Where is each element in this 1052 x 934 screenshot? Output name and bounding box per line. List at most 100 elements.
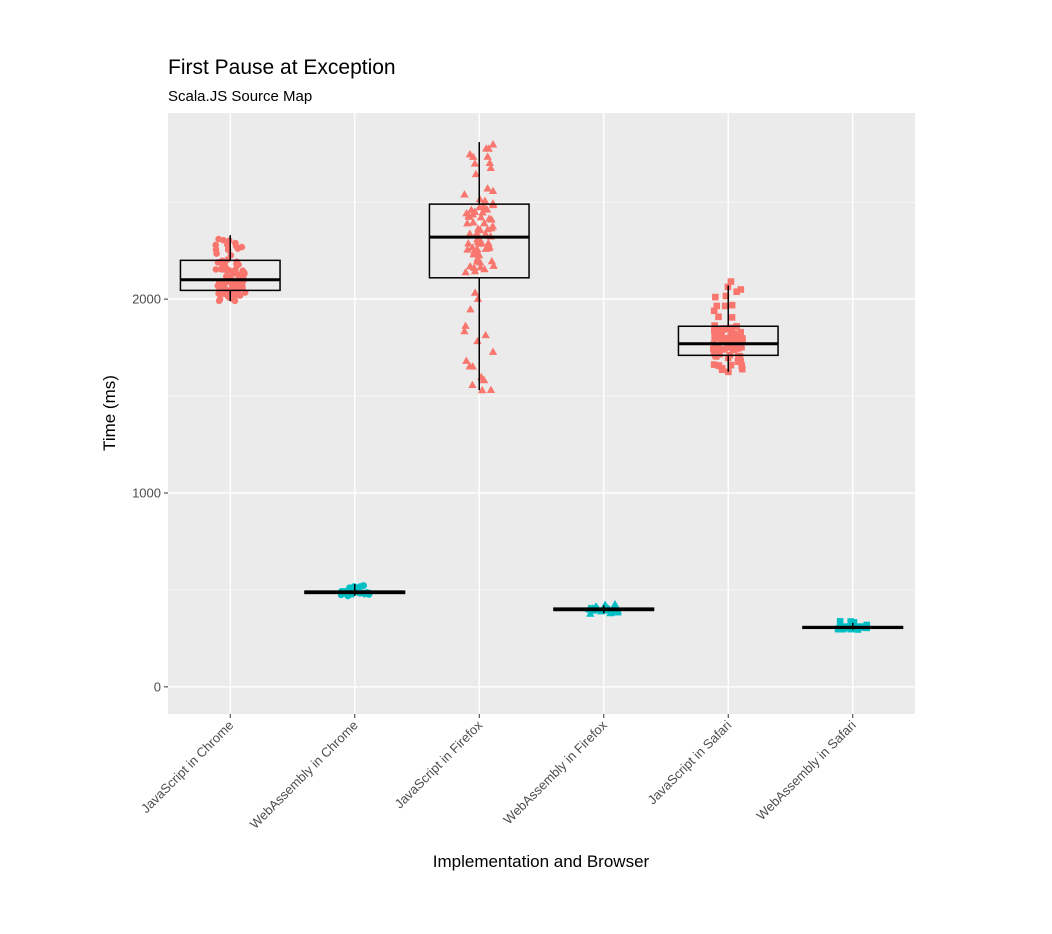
data-point (460, 190, 469, 198)
y-axis: 0 1000 2000 (132, 292, 168, 694)
data-point (217, 265, 225, 273)
data-point (461, 267, 470, 276)
data-point (733, 288, 740, 296)
data-point (479, 202, 488, 210)
data-point (215, 297, 223, 305)
y-axis-title: Time (ms) (100, 375, 119, 451)
data-point (215, 290, 222, 297)
data-point (463, 219, 472, 227)
data-point (485, 158, 495, 167)
data-point (610, 600, 620, 608)
data-point (482, 144, 491, 152)
data-point (473, 234, 482, 243)
data-point (738, 365, 746, 373)
data-point (481, 229, 490, 238)
data-point (471, 248, 481, 256)
data-point (463, 245, 472, 253)
box-iqr (179, 259, 281, 292)
box-iqr (677, 325, 779, 357)
data-point (722, 292, 730, 300)
data-point (723, 335, 731, 343)
data-point (712, 293, 719, 301)
data-point (713, 344, 720, 352)
data-point (483, 152, 492, 160)
data-point (715, 313, 722, 321)
data-point (468, 380, 477, 389)
data-point (720, 325, 728, 332)
data-point (718, 330, 725, 337)
data-point (488, 347, 498, 355)
data-point (725, 344, 732, 351)
data-point (468, 243, 477, 251)
data-point (474, 239, 484, 247)
data-point (711, 326, 718, 334)
data-point (213, 250, 220, 257)
data-point (725, 368, 732, 376)
data-point (359, 582, 367, 589)
data-point (220, 236, 227, 244)
data-point (461, 321, 470, 329)
data-point (489, 261, 498, 269)
data-point (481, 330, 490, 339)
data-point (485, 242, 494, 250)
x-tick-label: WebAssembly in Safari (753, 717, 859, 823)
data-point (481, 244, 490, 252)
data-point (466, 305, 475, 313)
data-point (476, 213, 486, 221)
data-point (232, 242, 240, 250)
data-point (727, 278, 735, 285)
data-point (736, 353, 744, 360)
data-point (727, 361, 735, 369)
data-point (480, 264, 489, 273)
data-point (214, 282, 222, 290)
data-point (487, 223, 496, 232)
data-point (729, 345, 737, 352)
data-point (467, 205, 476, 213)
data-point (713, 302, 721, 310)
boxplots (179, 142, 904, 630)
data-point (465, 229, 475, 237)
data-point (486, 385, 496, 393)
data-point (732, 333, 740, 340)
x-tick-label: WebAssembly in Firefox (500, 717, 610, 827)
data-point (737, 286, 745, 293)
box-iqr (428, 203, 530, 279)
data-point (850, 619, 858, 626)
data-point (728, 314, 736, 321)
data-point (238, 243, 246, 251)
data-point (475, 258, 485, 266)
data-point (462, 356, 471, 364)
data-point (222, 290, 230, 297)
y-tick-label: 0 (154, 679, 161, 694)
x-tick-label: JavaScript in Firefox (391, 717, 485, 811)
data-point (737, 328, 744, 336)
data-point (719, 335, 727, 343)
data-point (239, 284, 246, 292)
data-point (472, 229, 482, 237)
x-axis: JavaScript in Chrome WebAssembly in Chrom… (138, 714, 859, 832)
chart-title: First Pause at Exception (168, 56, 396, 79)
data-point (477, 385, 487, 394)
data-point (711, 333, 718, 341)
data-point (486, 163, 495, 172)
data-point (710, 361, 718, 368)
data-point (470, 159, 480, 167)
data-point (715, 362, 722, 369)
data-point (734, 345, 742, 352)
y-tick-label: 2000 (132, 292, 161, 307)
data-point (474, 224, 483, 232)
data-point (241, 269, 248, 277)
data-point (225, 237, 233, 244)
data-point (479, 375, 488, 384)
data-point (480, 218, 489, 227)
y-tick-label: 1000 (132, 485, 161, 500)
data-point (469, 218, 478, 226)
data-point (470, 207, 480, 215)
data-point (212, 241, 220, 249)
data-point (235, 261, 242, 268)
data-point (464, 239, 473, 247)
data-point (471, 169, 481, 178)
data-point (229, 268, 236, 275)
data-point (212, 266, 220, 273)
